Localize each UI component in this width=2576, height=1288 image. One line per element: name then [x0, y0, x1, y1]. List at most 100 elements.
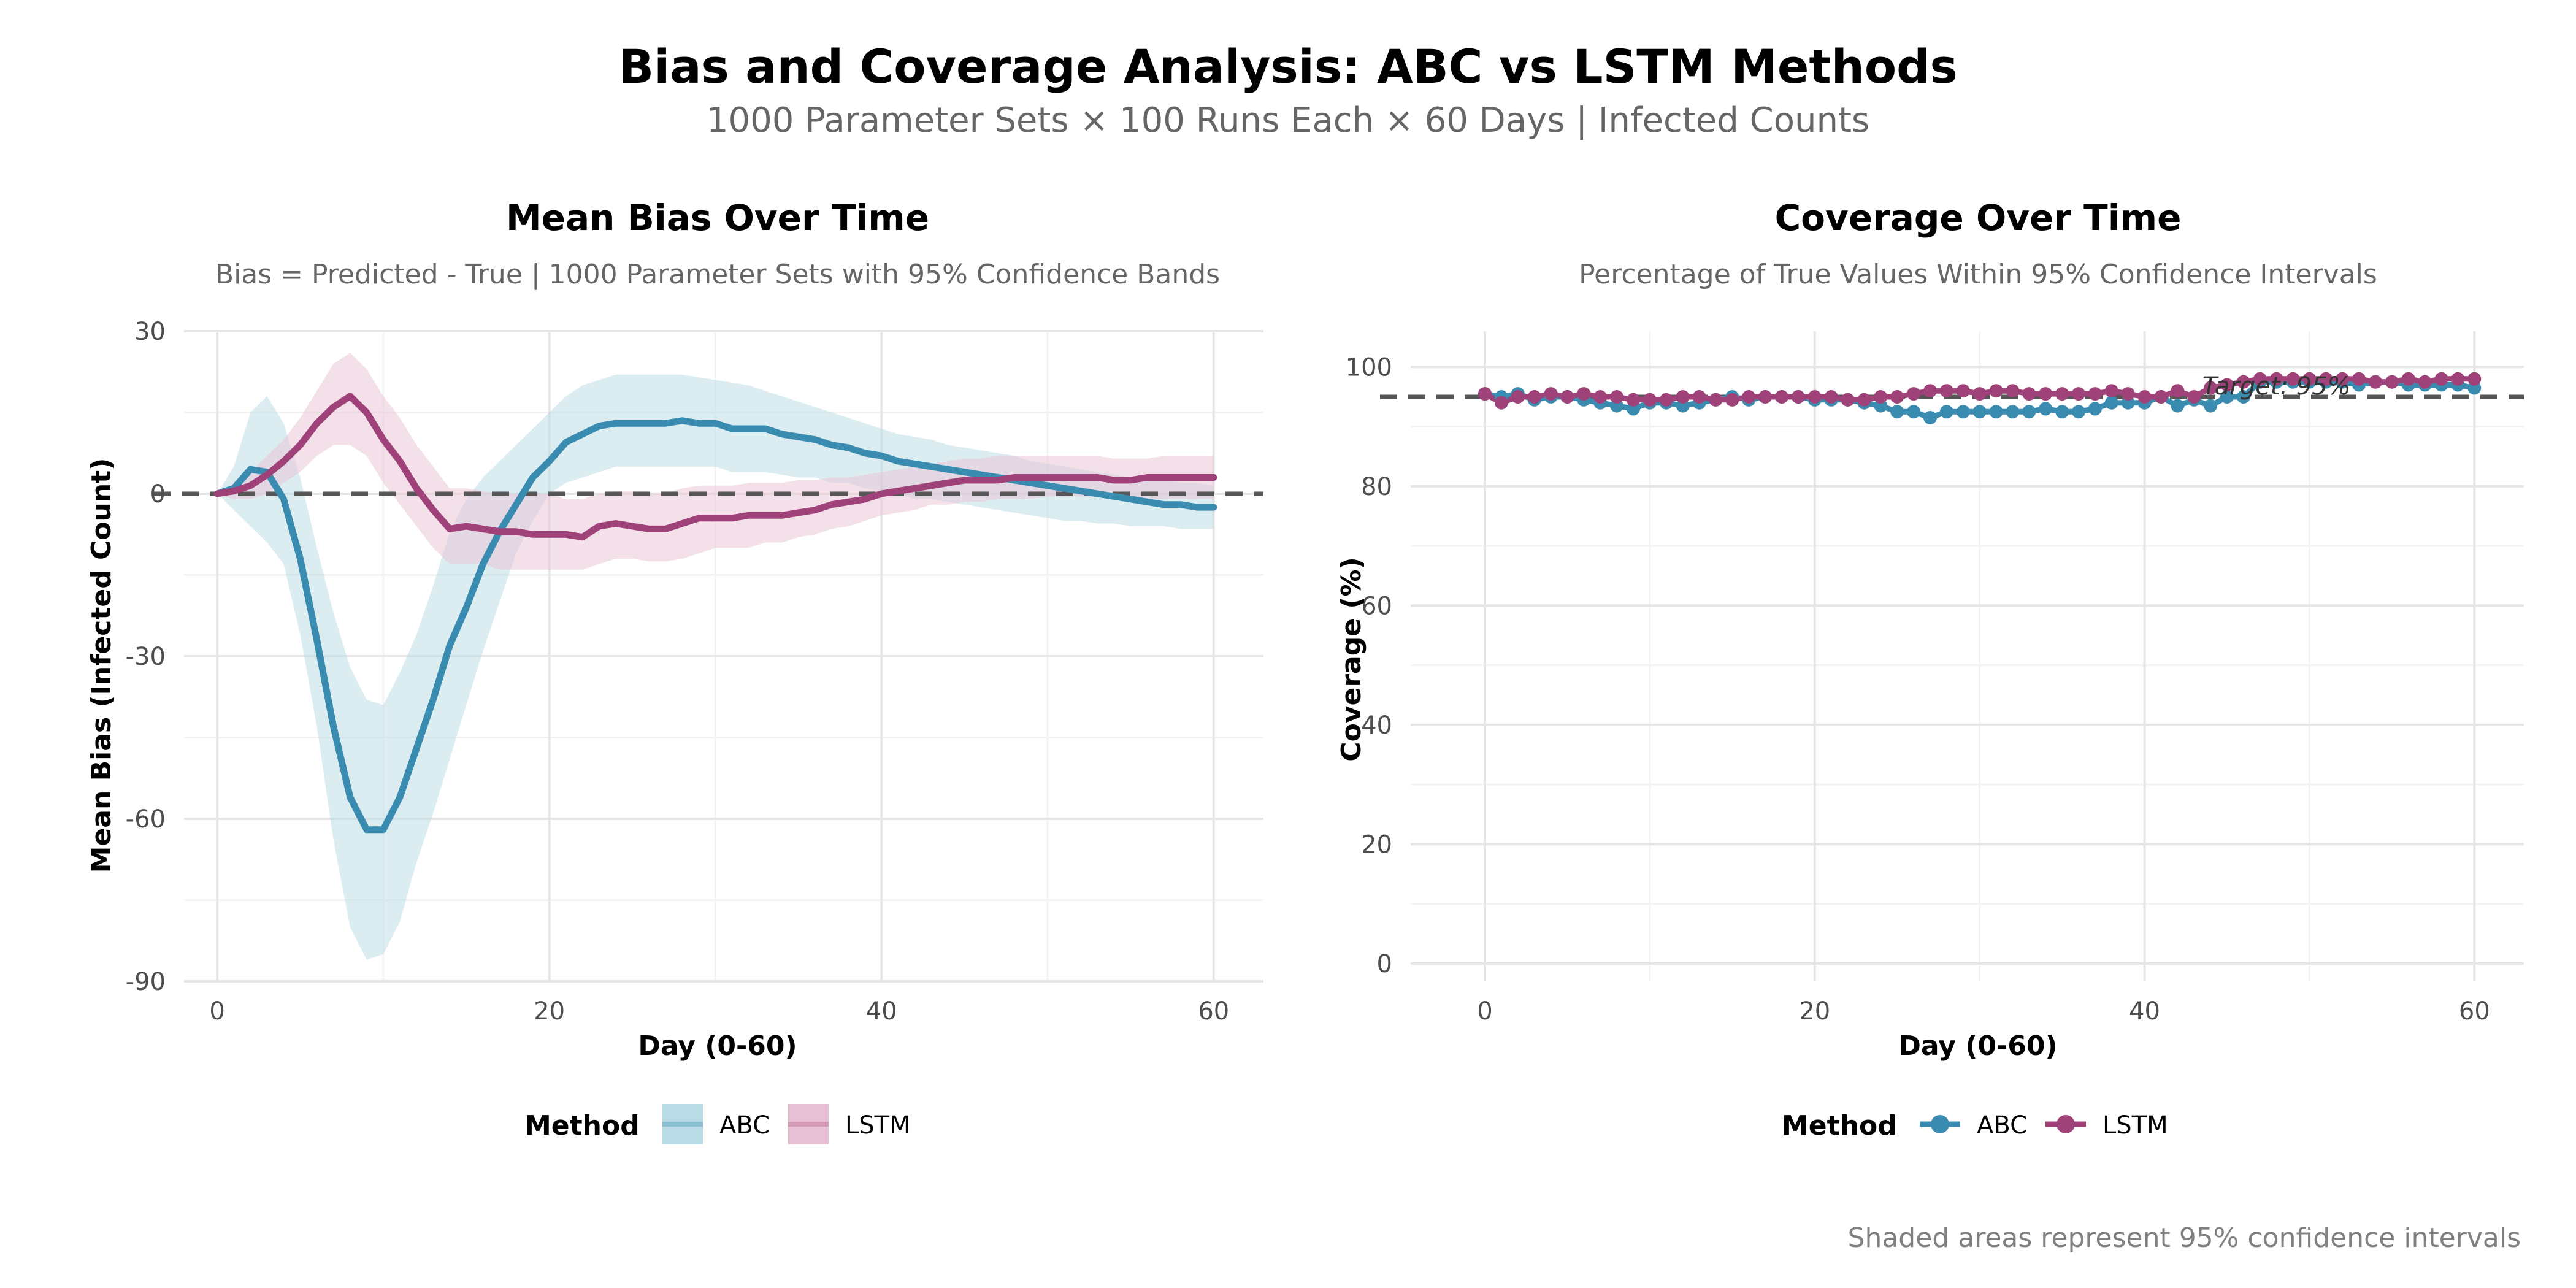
bias-y-tick-label--30: -30 [126, 643, 166, 671]
bias-y-tick-label-0: 0 [150, 480, 166, 508]
point-lstm-day-3 [1527, 390, 1541, 404]
point-lstm-day-11 [1659, 393, 1673, 407]
coverage-y-tick-label-100: 100 [1346, 353, 1392, 381]
point-abc-day-32 [2006, 405, 2020, 419]
point-lstm-day-34 [2039, 387, 2053, 401]
point-lstm-day-21 [1824, 390, 1838, 404]
bias-panel-subtitle: Bias = Predicted - True | 1000 Parameter… [215, 259, 1220, 290]
point-lstm-day-55 [2385, 375, 2399, 389]
point-lstm-day-33 [2022, 387, 2036, 401]
coverage-legend-label-abc: ABC [1977, 1111, 2027, 1140]
point-lstm-day-49 [2286, 372, 2300, 386]
coverage-panel: Coverage Over Time Percentage of True Va… [1336, 197, 2524, 1141]
bias-confidence-bands [217, 353, 1214, 960]
coverage-y-tick-label-60: 60 [1361, 592, 1392, 620]
coverage-gridlines [1411, 331, 2524, 981]
point-lstm-day-18 [1775, 390, 1788, 404]
coverage-tick-labels: 0 20 40 60 0 20 40 60 80 100 [1346, 353, 2490, 1025]
coverage-x-tick-label-60: 60 [2459, 997, 2490, 1025]
legend-lstm-point-swatch [2057, 1115, 2075, 1133]
bias-legend-label-abc: ABC [719, 1111, 770, 1140]
bias-x-tick-label-20: 20 [534, 997, 565, 1025]
point-lstm-day-0 [1478, 387, 1492, 401]
point-lstm-day-15 [1725, 393, 1739, 407]
coverage-target-label: Target: 95% [2202, 372, 2351, 401]
point-lstm-day-28 [1939, 384, 1953, 398]
bias-x-tick-label-0: 0 [209, 997, 224, 1025]
point-lstm-day-56 [2401, 372, 2415, 386]
point-lstm-day-54 [2369, 375, 2382, 389]
point-lstm-day-27 [1923, 384, 1937, 398]
coverage-legend: Method ABC LSTM [1782, 1110, 2168, 1141]
coverage-y-axis-title: Coverage (%) [1336, 557, 1367, 761]
bias-series-lines [213, 393, 1217, 834]
point-lstm-day-26 [1907, 387, 1921, 401]
bias-x-tick-label-60: 60 [1198, 997, 1229, 1025]
point-lstm-day-7 [1593, 390, 1608, 404]
point-lstm-day-50 [2302, 372, 2317, 386]
point-abc-day-30 [1972, 405, 1987, 419]
legend-abc-point-swatch [1931, 1115, 1949, 1133]
coverage-y-tick-label-80: 80 [1361, 473, 1392, 501]
coverage-x-tick-label-20: 20 [1799, 997, 1830, 1025]
point-lstm-day-9 [1627, 393, 1640, 407]
point-abc-day-42 [2171, 399, 2185, 413]
point-lstm-day-51 [2319, 372, 2333, 386]
bias-y-tick-label-30: 30 [134, 318, 166, 346]
coverage-x-axis-title: Day (0-60) [1898, 1030, 2057, 1062]
point-lstm-day-31 [1989, 384, 2003, 398]
point-lstm-day-48 [2269, 372, 2283, 386]
point-lstm-day-23 [1857, 393, 1871, 407]
bias-tick-labels: 0 20 40 60 -90 -60 -30 0 30 [126, 318, 1230, 1025]
bias-panel-title: Mean Bias Over Time [506, 197, 929, 239]
point-lstm-day-57 [2418, 375, 2432, 389]
series-line-lstm [213, 393, 1217, 541]
series-line-abc [213, 417, 1217, 834]
point-lstm-day-29 [1956, 384, 1970, 398]
bias-legend: Method ABC LSTM [524, 1104, 911, 1144]
coverage-y-tick-label-0: 0 [1377, 950, 1392, 978]
point-abc-day-36 [2072, 405, 2085, 419]
point-lstm-day-42 [2171, 384, 2185, 398]
point-lstm-day-5 [1560, 390, 1574, 404]
bias-y-tick-label--90: -90 [126, 968, 166, 996]
bias-legend-title: Method [524, 1110, 640, 1141]
coverage-x-tick-label-40: 40 [2129, 997, 2160, 1025]
point-abc-day-25 [1890, 405, 1904, 419]
point-lstm-day-38 [2104, 384, 2118, 398]
point-lstm-day-2 [1511, 390, 1525, 404]
point-lstm-day-44 [2204, 381, 2218, 395]
figure-title: Bias and Coverage Analysis: ABC vs LSTM … [618, 39, 1957, 94]
point-lstm-day-52 [2336, 372, 2350, 386]
point-lstm-day-17 [1758, 390, 1773, 404]
bias-panel: Mean Bias Over Time Bias = Predicted - T… [86, 197, 1263, 1144]
coverage-x-tick-label-0: 0 [1477, 997, 1492, 1025]
point-abc-day-26 [1907, 405, 1921, 419]
point-abc-day-37 [2088, 402, 2102, 416]
point-lstm-day-30 [1972, 387, 1987, 401]
point-abc-day-27 [1923, 411, 1937, 424]
figure-subtitle: 1000 Parameter Sets × 100 Runs Each × 60… [707, 101, 1869, 140]
point-lstm-day-41 [2154, 390, 2168, 404]
point-lstm-day-24 [1874, 390, 1888, 404]
point-abc-day-35 [2055, 405, 2069, 419]
point-lstm-day-39 [2121, 387, 2135, 401]
point-lstm-day-22 [1841, 393, 1855, 407]
point-lstm-day-20 [1807, 390, 1822, 404]
bias-y-axis-title: Mean Bias (Infected Count) [86, 458, 117, 873]
coverage-y-tick-label-20: 20 [1361, 830, 1392, 859]
point-lstm-day-12 [1676, 390, 1690, 404]
coverage-y-tick-label-40: 40 [1361, 711, 1392, 740]
confidence-band-lstm [217, 353, 1214, 570]
point-lstm-day-16 [1742, 390, 1756, 404]
figure-caption: Shaded areas represent 95% confidence in… [1848, 1222, 2521, 1254]
bias-x-axis-title: Day (0-60) [638, 1030, 797, 1062]
point-lstm-day-60 [2467, 372, 2482, 386]
coverage-legend-label-lstm: LSTM [2103, 1111, 2168, 1140]
point-abc-day-28 [1939, 405, 1953, 419]
point-lstm-day-37 [2088, 387, 2102, 401]
point-lstm-day-8 [1610, 390, 1624, 404]
point-abc-day-44 [2204, 399, 2218, 413]
